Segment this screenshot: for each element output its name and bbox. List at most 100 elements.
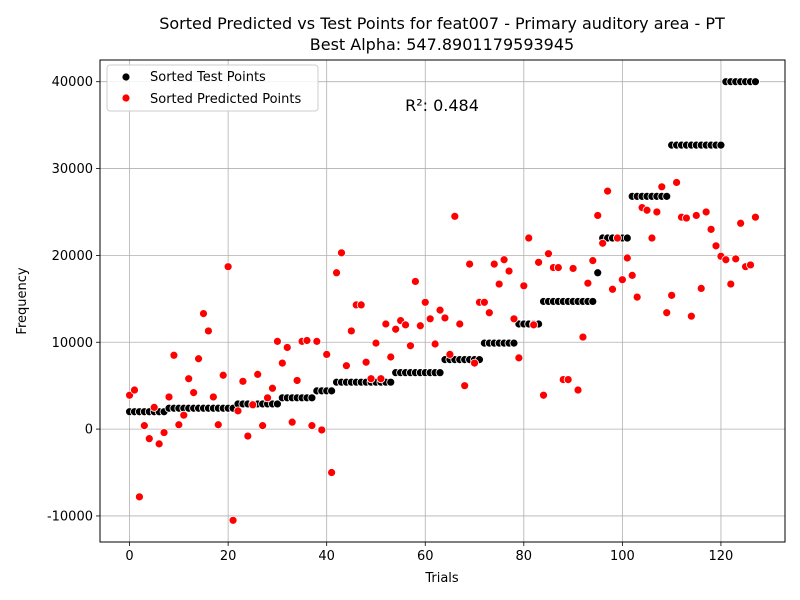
test-point — [588, 297, 598, 306]
legend-marker-predicted — [121, 93, 131, 103]
predicted-point — [435, 305, 445, 315]
predicted-point — [317, 425, 327, 435]
predicted-point — [588, 256, 598, 266]
y-tick-label: 0 — [85, 423, 93, 438]
test-point — [307, 393, 317, 403]
predicted-point — [371, 338, 381, 348]
predicted-point — [164, 392, 174, 402]
predicted-point — [149, 402, 159, 412]
predicted-point — [573, 385, 583, 395]
predicted-point — [696, 284, 706, 293]
predicted-point — [667, 290, 677, 300]
predicted-point — [686, 311, 696, 321]
series-predicted-points — [125, 178, 760, 525]
predicted-point — [499, 255, 509, 265]
chart-title-line1: Sorted Predicted vs Test Points for feat… — [159, 14, 725, 33]
predicted-point — [726, 279, 736, 289]
predicted-point — [292, 376, 302, 385]
predicted-point — [386, 352, 396, 362]
predicted-point — [342, 361, 351, 371]
predicted-point — [184, 374, 194, 384]
predicted-point — [376, 374, 386, 384]
y-tick-label: 20000 — [52, 249, 93, 264]
predicted-point — [465, 259, 475, 269]
predicted-point — [263, 393, 272, 403]
predicted-point — [736, 218, 746, 228]
predicted-point — [223, 262, 233, 272]
predicted-point — [494, 279, 504, 289]
predicted-point — [189, 388, 199, 398]
predicted-point — [642, 205, 652, 215]
x-tick-label: 80 — [516, 549, 533, 564]
predicted-point — [514, 353, 524, 363]
predicted-point — [583, 278, 593, 288]
legend-marker-test — [121, 72, 131, 82]
test-point — [751, 77, 760, 87]
predicted-point — [731, 254, 741, 264]
predicted-point — [228, 515, 238, 525]
predicted-point — [430, 339, 440, 349]
test-point — [386, 377, 396, 387]
predicted-point — [302, 336, 312, 345]
predicted-point — [578, 332, 588, 342]
predicted-point — [450, 211, 460, 221]
predicted-point — [159, 428, 169, 437]
legend: Sorted Test Points Sorted Predicted Poin… — [106, 64, 319, 112]
series-test-points — [125, 77, 760, 417]
r-squared-annotation: R²: 0.484 — [405, 96, 479, 115]
predicted-point — [194, 354, 203, 364]
legend-box — [106, 64, 319, 112]
test-point — [716, 140, 726, 150]
predicted-point — [204, 326, 213, 336]
predicted-point — [420, 297, 430, 307]
predicted-point — [381, 319, 391, 329]
predicted-point — [622, 253, 632, 263]
x-axis-label: Trials — [424, 571, 459, 586]
predicted-point — [613, 233, 622, 243]
predicted-point — [273, 336, 282, 346]
predicted-point — [179, 410, 189, 420]
predicted-point — [144, 434, 154, 444]
predicted-point — [608, 284, 617, 294]
predicted-point — [691, 211, 701, 220]
predicted-point — [627, 270, 637, 280]
test-point — [662, 191, 672, 201]
legend-label-predicted: Sorted Predicted Points — [150, 92, 301, 107]
predicted-point — [440, 313, 450, 323]
predicted-point — [484, 308, 494, 318]
predicted-point — [346, 326, 356, 336]
predicted-point — [332, 268, 341, 278]
test-point — [327, 386, 337, 396]
predicted-point — [445, 350, 455, 359]
predicted-point — [337, 248, 346, 258]
predicted-point — [391, 324, 401, 334]
predicted-point — [327, 468, 337, 477]
predicted-point — [307, 421, 317, 431]
y-tick-label: 30000 — [52, 162, 93, 177]
x-axis-ticks: 0 20 40 60 80 100 120 — [125, 542, 733, 564]
predicted-point — [253, 369, 263, 379]
predicted-point — [154, 439, 164, 449]
predicted-point — [553, 263, 563, 272]
predicted-point — [662, 308, 672, 318]
predicted-point — [652, 207, 662, 217]
predicted-point — [139, 421, 149, 431]
predicted-point — [174, 420, 184, 430]
predicted-point — [268, 383, 277, 393]
predicted-point — [539, 390, 548, 400]
predicted-point — [672, 178, 681, 187]
predicted-point — [460, 381, 470, 391]
predicted-point — [603, 186, 612, 196]
predicted-point — [169, 350, 179, 360]
predicted-point — [746, 260, 755, 270]
predicted-point — [238, 376, 248, 386]
predicted-point — [544, 249, 553, 259]
predicted-point — [243, 431, 253, 441]
predicted-point — [706, 224, 716, 234]
predicted-point — [534, 257, 543, 267]
predicted-point — [282, 343, 292, 352]
predicted-point — [617, 275, 627, 285]
predicted-point — [248, 400, 258, 410]
chart-title-line2: Best Alpha: 547.8901179593945 — [310, 35, 574, 54]
predicted-point — [361, 357, 371, 367]
